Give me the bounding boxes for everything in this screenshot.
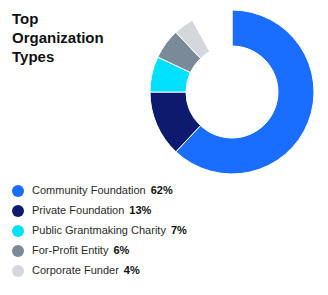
legend-value: 62% — [151, 184, 173, 196]
legend-value: 13% — [129, 204, 151, 216]
legend-label: Public Grantmaking Charity — [32, 224, 166, 236]
title-line: Top — [12, 10, 38, 27]
legend-label: For-Profit Entity — [32, 244, 109, 256]
legend-swatch — [12, 245, 24, 257]
donut-slice — [150, 92, 201, 152]
legend-entry: For-Profit Entity 6% — [32, 244, 130, 256]
legend-label: Corporate Funder — [32, 264, 119, 276]
legend-swatch — [12, 225, 24, 237]
legend-value: 6% — [113, 244, 129, 256]
chart: Top Organization Types Community Foundation… — [0, 0, 328, 295]
legend-swatch — [12, 205, 24, 217]
legend-swatch — [12, 185, 24, 197]
title: Top Organization Types — [12, 10, 104, 65]
title-line: Organization — [12, 29, 104, 46]
donut — [150, 10, 314, 174]
legend-entry: Public Grantmaking Charity 7% — [32, 224, 187, 236]
legend-entry: Corporate Funder 4% — [32, 264, 140, 276]
donut-slice — [176, 10, 314, 174]
title-line: Types — [12, 48, 54, 65]
legend-value: 7% — [171, 224, 187, 236]
legend-entry: Community Foundation 62% — [32, 184, 173, 196]
donut-slice — [192, 10, 232, 52]
legend-label: Private Foundation — [32, 204, 124, 216]
legend-entry: Private Foundation 13% — [32, 204, 152, 216]
legend-label: Community Foundation — [32, 184, 146, 196]
legend-value: 4% — [124, 264, 140, 276]
legend: Community Foundation 62% Private Foundatio… — [12, 184, 187, 277]
legend-swatch — [12, 265, 24, 277]
